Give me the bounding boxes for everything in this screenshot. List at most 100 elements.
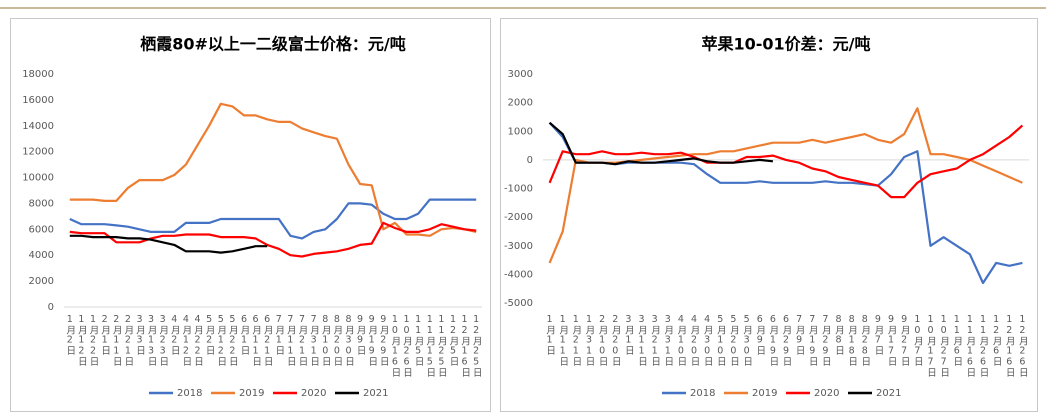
x-tick-label: 1月2日	[64, 314, 76, 355]
series-line	[69, 234, 268, 254]
legend-label: 2021	[363, 388, 388, 399]
x-tick-label: 9月29日	[378, 314, 390, 366]
y-tick-label: 10000	[22, 173, 54, 184]
x-tick-label: 3月3日	[134, 314, 146, 355]
x-tick-label: 3月23日	[157, 314, 169, 366]
x-tick-label: 5月2日	[204, 314, 216, 355]
y-tick-label: 0	[48, 302, 54, 313]
y-tick-label: 4000	[29, 250, 54, 261]
x-tick-label: 5月22日	[227, 314, 239, 366]
series-line	[548, 107, 1023, 264]
legend-label: 2019	[239, 388, 264, 399]
y-tick-label: 14000	[22, 121, 54, 132]
x-tick-label: 7月1日	[273, 314, 285, 355]
x-tick-label: 11月25日	[436, 314, 448, 377]
x-tick-label: 3月31日	[662, 314, 674, 366]
x-tick-label: 9月17日	[886, 314, 898, 366]
chart-title: 栖霞80#以上一二级富士价格：元/吨	[140, 35, 406, 54]
chart-title: 苹果10-01价差：元/吨	[701, 35, 870, 54]
x-tick-label: 1月22日	[88, 314, 100, 366]
x-tick-label: 4月30日	[702, 314, 714, 366]
y-tick-label: -2000	[504, 212, 533, 223]
x-tick-label: 12月5日	[447, 314, 459, 366]
x-tick-label: 7月9日	[794, 314, 806, 355]
x-tick-label: 9月7日	[872, 314, 884, 355]
x-tick-label: 7月11日	[285, 314, 297, 366]
x-tick-label: 2月21日	[122, 314, 134, 366]
x-tick-label: 8月10日	[320, 314, 332, 366]
y-tick-label: 6000	[29, 224, 54, 235]
x-tick-label: 8月18日	[846, 314, 858, 366]
legend-label: 2021	[876, 388, 901, 399]
x-tick-label: 7月19日	[807, 314, 819, 366]
series-line	[548, 121, 774, 166]
x-tick-label: 2月20日	[610, 314, 622, 366]
y-tick-label: 2000	[508, 98, 533, 109]
x-tick-label: 8月8日	[833, 314, 845, 355]
y-tick-label: -5000	[504, 298, 533, 309]
x-tick-label: 1月12日	[76, 314, 88, 366]
x-tick-label: 4月22日	[192, 314, 204, 366]
x-tick-label: 4月12日	[180, 314, 192, 366]
y-tick-label: -3000	[504, 241, 533, 252]
x-tick-label: 10月17日	[925, 314, 937, 377]
x-tick-label: 11月26日	[978, 314, 990, 377]
x-tick-label: 2月10日	[597, 314, 609, 366]
legend-label: 2018	[690, 388, 715, 399]
x-tick-label: 4月20日	[689, 314, 701, 366]
x-tick-label: 3月11日	[636, 314, 648, 366]
legend-label: 2018	[177, 388, 202, 399]
x-tick-label: 9月19日	[366, 314, 378, 366]
x-tick-label: 9月27日	[899, 314, 911, 366]
x-tick-label: 11月16日	[964, 314, 976, 377]
y-tick-label: 1000	[508, 126, 533, 137]
panel	[10, 18, 491, 412]
x-tick-label: 12月25日	[471, 314, 483, 377]
x-tick-label: 10月27日	[938, 314, 950, 377]
x-tick-label: 7月31日	[308, 314, 320, 366]
x-tick-label: 8月30日	[343, 314, 355, 366]
y-tick-label: -1000	[504, 184, 533, 195]
x-tick-label: 6月1日	[238, 314, 250, 355]
x-tick-label: 6月21日	[262, 314, 274, 366]
x-tick-label: 12月6日	[991, 314, 1003, 366]
series-line	[548, 121, 1023, 285]
x-tick-label: 4月2日	[169, 314, 181, 355]
x-tick-label: 6月9日	[754, 314, 766, 355]
series-line	[69, 221, 477, 258]
y-tick-label: 3000	[508, 69, 533, 80]
y-tick-label: -4000	[504, 269, 533, 280]
x-tick-label: 12月16日	[1004, 314, 1016, 377]
x-tick-label: 1月11日	[557, 314, 569, 366]
x-tick-label: 7月21日	[297, 314, 309, 366]
x-tick-label: 10月16日	[389, 314, 401, 377]
x-tick-label: 8月28日	[859, 314, 871, 366]
series-line	[548, 124, 1024, 199]
x-tick-label: 6月19日	[767, 314, 779, 366]
x-tick-label: 1月1日	[544, 314, 556, 355]
x-tick-label: 11月5日	[413, 314, 425, 366]
x-tick-label: 3月1日	[623, 314, 635, 355]
x-tick-label: 3月13日	[146, 314, 158, 366]
legend-label: 2019	[752, 388, 777, 399]
x-tick-label: 1月21日	[570, 314, 582, 366]
x-tick-label: 1月31日	[583, 314, 595, 366]
legend-label: 2020	[301, 388, 326, 399]
y-tick-label: 18000	[22, 69, 54, 80]
y-tick-label: 0	[527, 155, 533, 166]
y-tick-label: 2000	[29, 276, 54, 287]
x-tick-label: 8月20日	[331, 314, 343, 366]
x-tick-label: 4月10日	[675, 314, 687, 366]
x-tick-label: 11月15日	[424, 314, 436, 377]
x-tick-label: 5月10日	[715, 314, 727, 366]
x-tick-label: 11月6日	[951, 314, 963, 366]
series-line	[69, 102, 477, 237]
x-tick-label: 5月20日	[728, 314, 740, 366]
x-tick-label: 12月26日	[1017, 314, 1029, 377]
x-tick-label: 5月12日	[215, 314, 227, 366]
x-tick-label: 3月21日	[649, 314, 661, 366]
x-tick-label: 9月9日	[355, 314, 367, 355]
panel	[500, 18, 1038, 412]
x-tick-label: 2月1日	[99, 314, 111, 355]
